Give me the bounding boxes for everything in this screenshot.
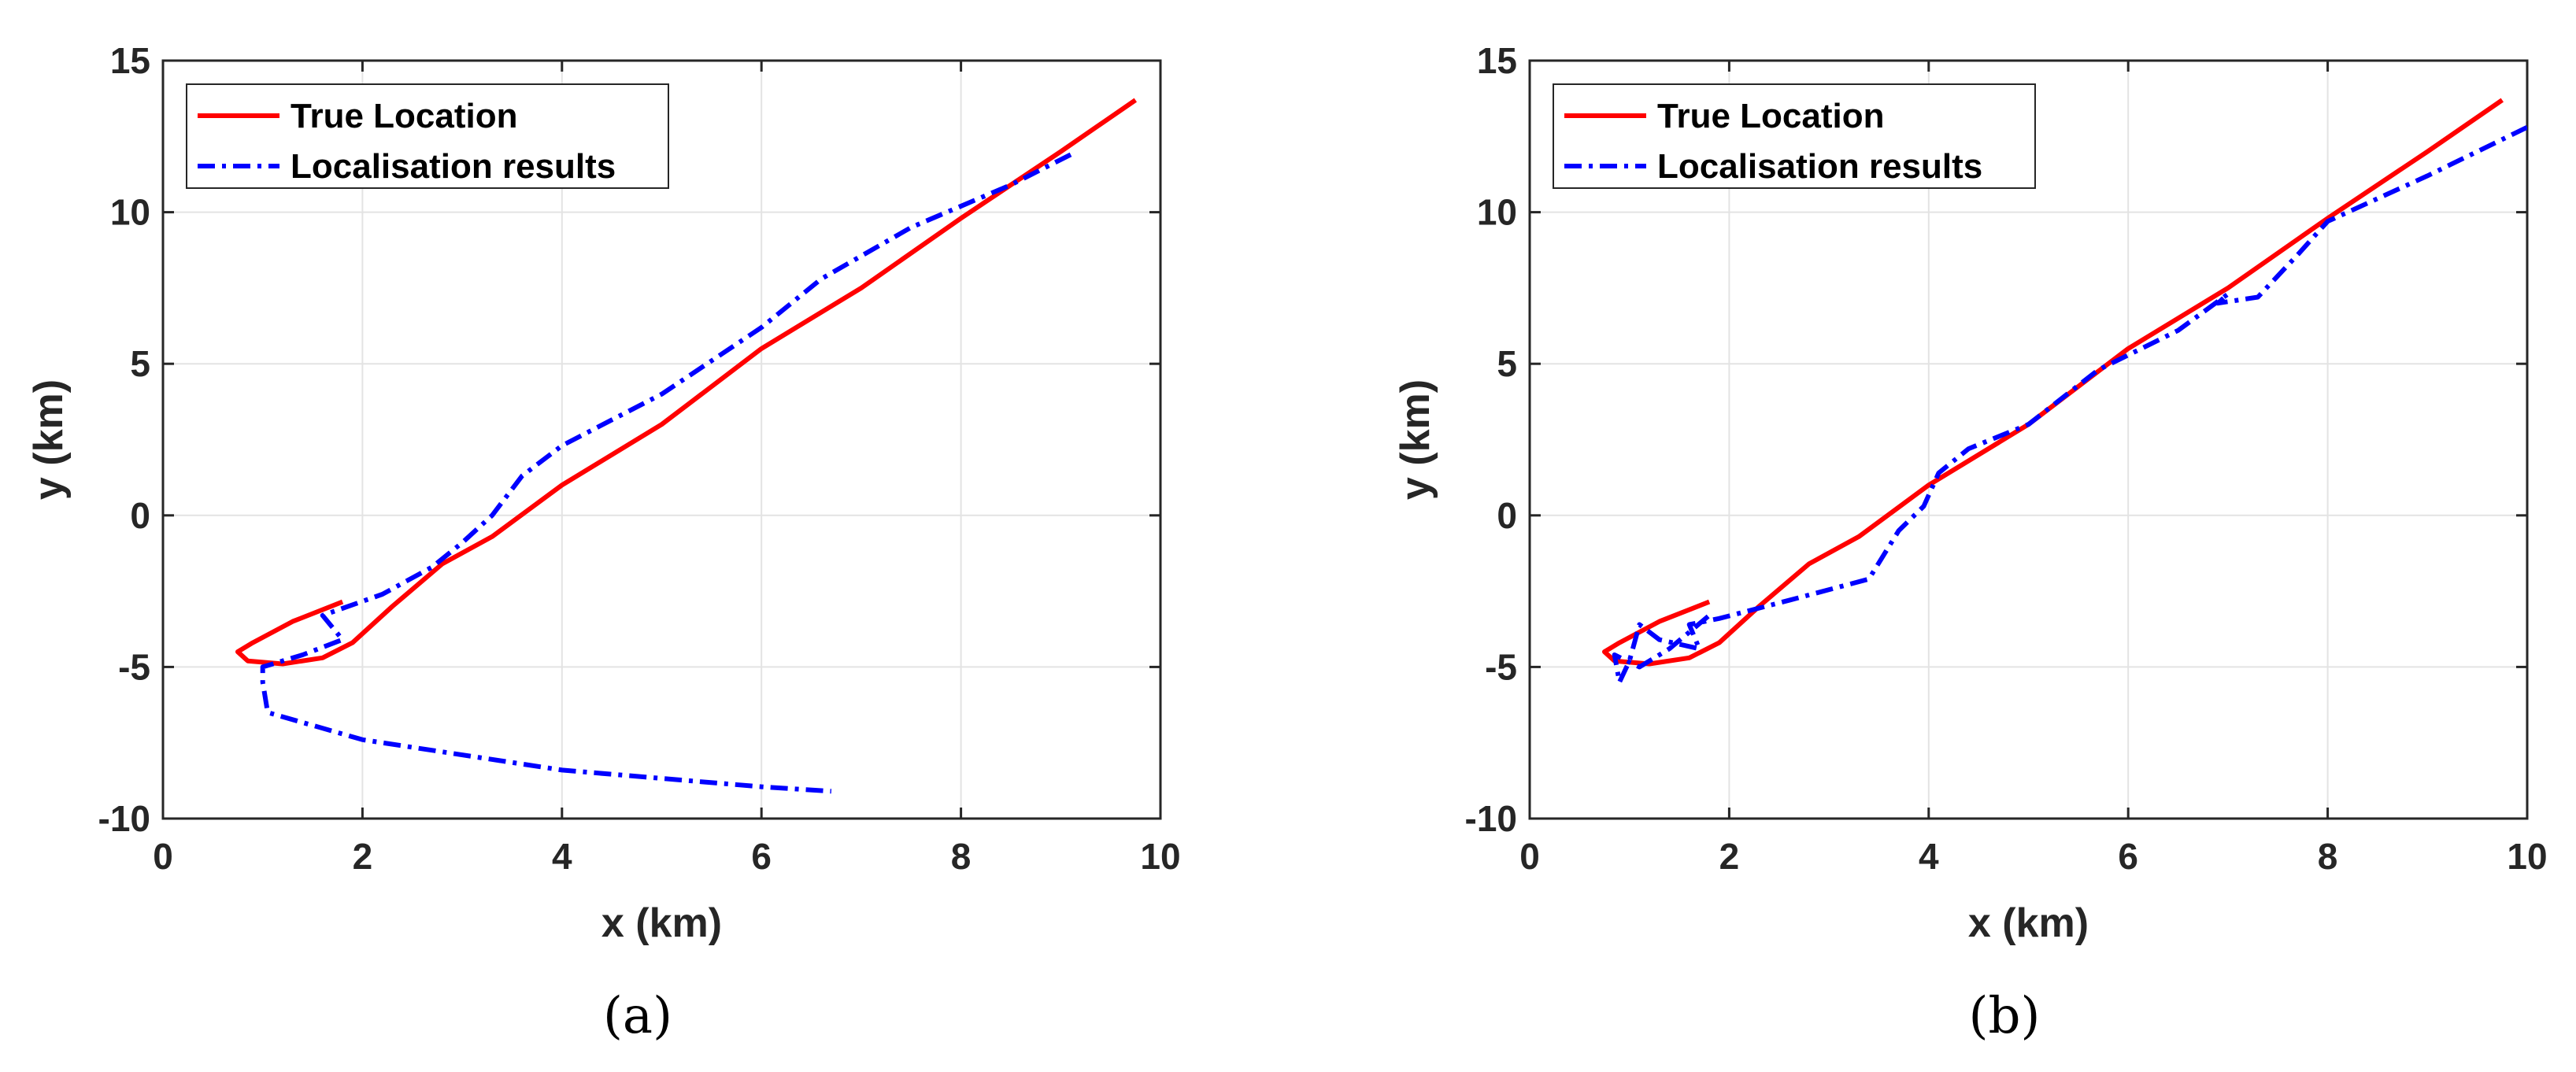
x-axis-label: x (km) — [1968, 900, 2089, 946]
x-tick-label: 0 — [1519, 836, 1540, 877]
y-tick-label: 10 — [110, 192, 150, 233]
legend: True Location Localisation results — [1553, 83, 2036, 189]
panel-caption: (b) — [1969, 987, 2041, 1045]
series-line-true-location — [1602, 98, 2504, 667]
x-tick-label: 0 — [153, 836, 173, 877]
legend-label: Localisation results — [291, 147, 616, 186]
y-tick-label: 0 — [1497, 495, 1517, 536]
y-tick-label: 5 — [1497, 343, 1517, 384]
x-axis-label: x (km) — [601, 900, 722, 946]
x-tick-label: 4 — [1919, 836, 1939, 877]
y-tick-label: -5 — [118, 646, 150, 687]
y-tick-label: -10 — [1465, 798, 1517, 839]
x-tick-label: 8 — [951, 836, 972, 877]
series-line-true-location — [235, 98, 1138, 667]
x-tick-label: 2 — [353, 836, 373, 877]
x-tick-label: 2 — [1719, 836, 1740, 877]
legend-label: True Location — [291, 97, 517, 135]
legend: True Location Localisation results — [186, 83, 669, 189]
legend-label: True Location — [1657, 97, 1884, 135]
x-tick-label: 4 — [552, 836, 572, 877]
chart-panel-b: 0 2 4 6 8 10 -10 -5 0 5 10 15 x (km) y (km) True Locat… — [1393, 40, 2548, 1045]
y-tick-label: -10 — [98, 798, 150, 839]
chart-panel-a: 0 2 4 6 8 10 -10 -5 0 5 10 15 x (km) y (km) True Locat… — [26, 40, 1181, 1045]
x-tick-label: 10 — [1140, 836, 1180, 877]
y-tick-label: 5 — [130, 343, 150, 384]
series-line-localisation-results — [260, 152, 1072, 794]
legend-box — [186, 83, 669, 189]
y-tick-label: 10 — [1477, 192, 1517, 233]
y-axis-label: y (km) — [26, 379, 72, 500]
y-tick-label: 0 — [130, 495, 150, 536]
legend-label: Localisation results — [1657, 147, 1982, 186]
plot-frame — [1528, 59, 2529, 820]
y-tick-label: 15 — [1477, 40, 1517, 81]
x-tick-label: 10 — [2507, 836, 2547, 877]
x-tick-label: 6 — [751, 836, 772, 877]
x-tick-label: 6 — [2118, 836, 2138, 877]
plot-frame — [161, 59, 1162, 820]
panel-caption: (a) — [603, 987, 672, 1045]
y-tick-label: -5 — [1485, 646, 1517, 687]
legend-box — [1553, 83, 2036, 189]
x-tick-label: 8 — [2318, 836, 2338, 877]
series-line-localisation-results — [1612, 125, 2527, 685]
y-axis-label: y (km) — [1393, 379, 1438, 500]
y-tick-label: 15 — [110, 40, 150, 81]
